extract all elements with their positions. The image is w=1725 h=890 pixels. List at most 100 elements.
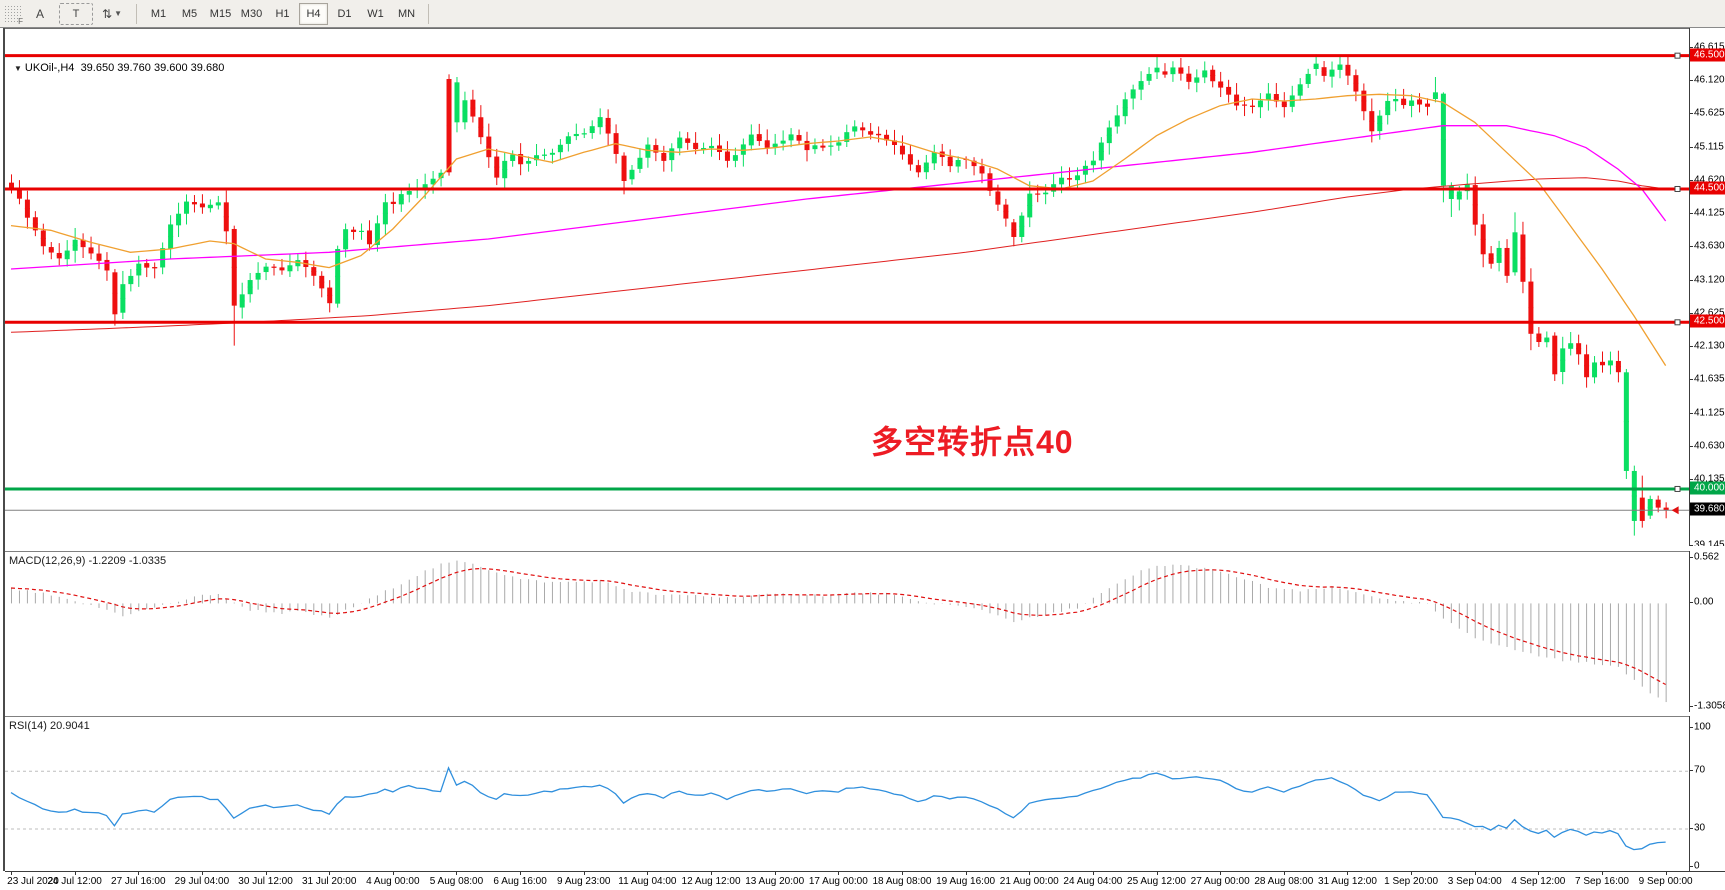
time-tick-mark xyxy=(965,872,967,875)
timeframe-button-w1[interactable]: W1 xyxy=(367,7,384,20)
time-label: 25 Aug 12:00 xyxy=(1127,876,1186,887)
time-tick-mark xyxy=(838,872,840,875)
timeframe-button-h4[interactable]: H4 xyxy=(299,2,328,25)
rsi-indicator-panel[interactable]: RSI(14) 20.9041 xyxy=(5,716,1689,872)
price-tick-label: 40.135 xyxy=(1694,473,1725,485)
macd-tick-label: 0.562 xyxy=(1694,551,1720,563)
time-tick-mark xyxy=(1538,872,1540,875)
chart-ohlc-values: 39.650 39.760 39.600 39.680 xyxy=(80,62,225,74)
level-price-label[interactable]: 44.500 xyxy=(1690,181,1725,195)
price-tick-mark xyxy=(1690,146,1693,148)
panel-splitter[interactable] xyxy=(5,546,1725,550)
time-label: 19 Aug 16:00 xyxy=(936,876,996,887)
text-label-tool-icon[interactable]: T xyxy=(59,2,93,25)
time-tick-mark xyxy=(583,872,585,875)
toolbar-separator xyxy=(428,3,429,24)
price-tick-mark xyxy=(1690,312,1693,314)
time-tick-mark xyxy=(456,872,458,875)
price-tick-label: 41.635 xyxy=(1694,373,1725,385)
time-tick-mark xyxy=(1602,872,1603,875)
level-price-label[interactable]: 42.500 xyxy=(1690,314,1725,328)
time-label: 5 Aug 08:00 xyxy=(429,876,484,887)
time-tick-mark xyxy=(201,872,203,875)
rsi-label: RSI(14) 20.9041 xyxy=(9,720,90,732)
time-tick-mark xyxy=(138,872,140,875)
time-label: 24 Jul 12:00 xyxy=(47,876,102,887)
arrow-objects-tool-icon[interactable]: ⇅ ▼ xyxy=(102,6,122,21)
macd-axis[interactable]: 0.562 0.00 -1.3058 xyxy=(1689,551,1725,712)
time-tick-mark xyxy=(74,872,76,875)
time-tick-mark xyxy=(1283,872,1285,875)
time-label: 30 Jul 12:00 xyxy=(238,876,293,887)
time-tick-mark xyxy=(1220,872,1222,875)
macd-label: MACD(12,26,9) -1.2209 -1.0335 xyxy=(9,555,167,567)
time-label: 9 Aug 23:00 xyxy=(557,876,611,887)
price-tick-label: 40.630 xyxy=(1694,440,1725,452)
level-price-label[interactable]: 46.500 xyxy=(1690,48,1725,62)
price-tick-mark xyxy=(1690,79,1693,81)
price-tick-label: 43.630 xyxy=(1694,240,1725,252)
price-tick-label: 41.125 xyxy=(1694,407,1725,419)
time-label: 31 Aug 12:00 xyxy=(1317,876,1377,887)
timeframe-button-m5[interactable]: M5 xyxy=(181,7,198,20)
chart-symbol-period: UKOil-,H4 xyxy=(24,62,75,74)
time-label: 13 Aug 20:00 xyxy=(745,876,805,887)
price-tick-label: 43.120 xyxy=(1694,274,1725,286)
time-tick-mark xyxy=(1665,872,1667,875)
price-tick-mark xyxy=(1690,345,1693,347)
timeframe-button-m15[interactable]: M15 xyxy=(209,7,232,20)
timeframe-button-h1[interactable]: H1 xyxy=(275,7,290,20)
price-tick-mark xyxy=(1690,412,1693,414)
time-label: 4 Aug 00:00 xyxy=(366,876,420,887)
window-left-edge xyxy=(3,28,5,871)
toolbar: F A T ⇅ ▼ M1 M5 M15 M30 H1 H4 D1 W1 MN xyxy=(0,0,1725,28)
rsi-tick-mark xyxy=(1690,866,1693,867)
time-label: 21 Aug 00:00 xyxy=(999,876,1059,887)
chart-title: ▼ UKOil-,H4 39.650 39.760 39.600 39.680 xyxy=(14,62,224,74)
price-tick-mark xyxy=(1690,179,1693,181)
price-tick-mark xyxy=(1690,544,1693,546)
dropdown-caret-icon[interactable]: ▼ xyxy=(114,9,122,18)
time-label: 17 Aug 00:00 xyxy=(808,876,868,887)
rsi-tick-mark xyxy=(1690,727,1693,728)
timeframe-button-m30[interactable]: M30 xyxy=(240,7,263,20)
time-tick-mark xyxy=(1092,872,1094,875)
price-tick-mark xyxy=(1690,378,1693,380)
time-label: 23 Jul 2020 xyxy=(7,876,59,887)
time-label: 27 Jul 16:00 xyxy=(111,876,166,887)
price-chart-panel[interactable]: ▼ UKOil-,H4 39.650 39.760 39.600 39.680 多… xyxy=(5,28,1689,547)
rsi-tick-label: 70 xyxy=(1694,764,1706,776)
time-tick-mark xyxy=(1156,872,1158,875)
rsi-tick-mark xyxy=(1690,828,1693,829)
rsi-tick-label: 30 xyxy=(1694,822,1706,834)
time-label: 31 Jul 20:00 xyxy=(301,876,357,887)
rsi-tick-mark xyxy=(1690,770,1693,772)
annotation-letter-tool-icon[interactable]: A xyxy=(35,6,44,21)
timeframe-button-mn[interactable]: MN xyxy=(397,7,416,20)
price-tick-mark xyxy=(1690,478,1693,480)
time-tick-mark xyxy=(1347,872,1349,875)
price-tick-mark xyxy=(1690,112,1693,114)
time-label: 7 Sep 16:00 xyxy=(1575,876,1629,887)
price-axis[interactable]: 46.615 46.120 45.625 45.115 44.620 44.125 43.6… xyxy=(1689,28,1725,550)
timeframe-button-d1[interactable]: D1 xyxy=(337,7,352,20)
panel-splitter[interactable] xyxy=(5,712,1725,716)
current-price-label[interactable]: 39.680 xyxy=(1690,502,1725,516)
time-axis[interactable]: 23 Jul 2020 24 Jul 12:00 27 Jul 16:00 29 Ju… xyxy=(5,871,1725,890)
timeframe-button-m1[interactable]: M1 xyxy=(150,7,167,20)
macd-canvas[interactable] xyxy=(5,552,1689,713)
time-tick-mark xyxy=(711,872,713,875)
rsi-axis[interactable]: 100 70 30 0 xyxy=(1689,716,1725,872)
time-tick-mark xyxy=(520,872,522,875)
macd-indicator-panel[interactable]: MACD(12,26,9) -1.2209 -1.0335 xyxy=(5,551,1689,713)
toolbar-grip-icon[interactable]: F xyxy=(4,4,23,26)
price-tick-label: 46.120 xyxy=(1694,74,1725,86)
time-tick-mark xyxy=(1029,872,1031,875)
price-chart-canvas[interactable] xyxy=(5,29,1689,547)
chart-text-annotation[interactable]: 多空转折点40 xyxy=(871,424,1074,460)
time-tick-mark xyxy=(1474,872,1476,875)
rsi-canvas[interactable] xyxy=(5,717,1689,872)
level-price-label[interactable]: 40.000 xyxy=(1690,481,1725,495)
price-tick-label: 39.145 xyxy=(1694,539,1725,551)
symbol-dropdown-icon[interactable]: ▼ xyxy=(14,64,22,73)
